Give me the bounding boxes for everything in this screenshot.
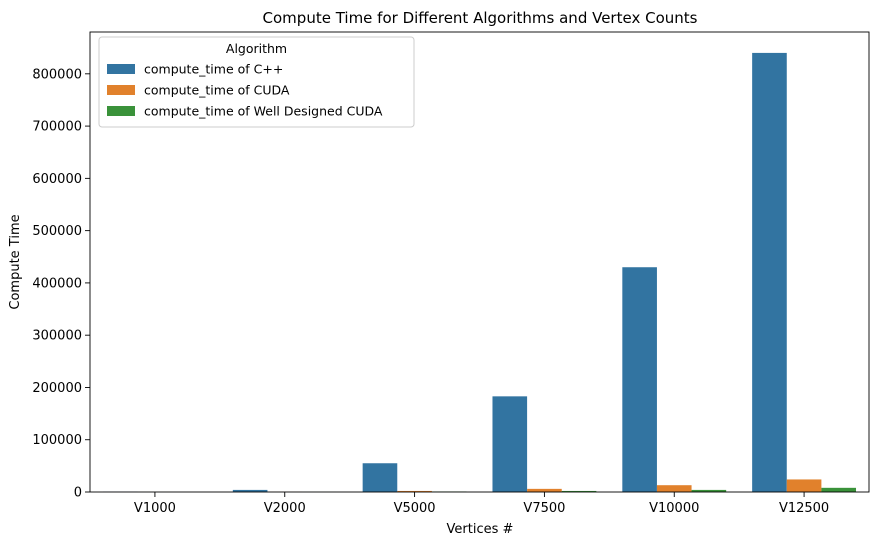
y-tick-label: 400000 <box>32 276 82 291</box>
legend-swatch <box>107 64 135 74</box>
legend-label: compute_time of CUDA <box>144 83 290 98</box>
bar-V12500-series-3 <box>821 488 856 492</box>
y-tick-label: 0 <box>74 486 82 501</box>
y-axis-label: Compute Time <box>8 214 23 309</box>
chart-title: Compute Time for Different Algorithms an… <box>263 9 698 27</box>
y-tick-label: 300000 <box>32 329 82 344</box>
legend-title: Algorithm <box>226 41 287 56</box>
bar-V12500-series-2 <box>787 479 822 492</box>
legend: Algorithm compute_time of C++ compute_time… <box>99 37 414 127</box>
bar-V7500-series-2 <box>527 489 562 492</box>
y-tick-label: 700000 <box>32 120 82 135</box>
y-tick-label: 100000 <box>32 433 82 448</box>
bar-V7500-series-1 <box>492 396 527 492</box>
legend-swatch <box>107 85 135 95</box>
y-tick-label: 600000 <box>32 172 82 187</box>
y-tick-label: 200000 <box>32 381 82 396</box>
y-tick-label: 800000 <box>32 67 82 82</box>
x-tick-label: V12500 <box>779 501 829 516</box>
x-axis-label: Vertices # <box>447 522 514 537</box>
legend-swatch <box>107 106 135 116</box>
bar-V10000-series-1 <box>622 267 657 492</box>
y-tick-label: 500000 <box>32 224 82 239</box>
bar-V10000-series-2 <box>657 485 692 492</box>
x-tick-label: V2000 <box>264 501 306 516</box>
legend-label: compute_time of C++ <box>144 62 283 77</box>
legend-label: compute_time of Well Designed CUDA <box>144 104 383 119</box>
bar-V5000-series-1 <box>363 463 398 492</box>
x-tick-label: V10000 <box>649 501 699 516</box>
x-tick-label: V7500 <box>523 501 565 516</box>
bar-V12500-series-1 <box>752 53 787 492</box>
x-tick-label: V1000 <box>134 501 176 516</box>
x-tick-label: V5000 <box>394 501 436 516</box>
